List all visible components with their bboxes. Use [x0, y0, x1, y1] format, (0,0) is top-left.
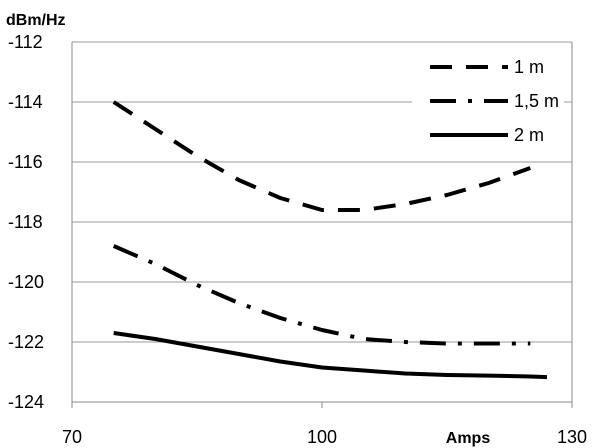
- series-line-1: [112, 244, 531, 346]
- x-tick-label: 100: [307, 427, 337, 447]
- axes: [71, 42, 573, 408]
- x-tick-labels: 70 100 130: [62, 427, 587, 447]
- series-line-2: [113, 331, 548, 380]
- y-tick-label: -112: [8, 32, 43, 52]
- y-tick-label: -114: [8, 92, 43, 112]
- y-tick-label: -122: [8, 332, 44, 352]
- y-tick-label: -124: [8, 392, 44, 412]
- y-tick-label: -118: [8, 212, 43, 232]
- x-tick-label: 70: [62, 427, 82, 447]
- legend-label: 1,5 m: [514, 91, 559, 111]
- legend-label: 2 m: [514, 125, 544, 145]
- series-line-0: [112, 100, 531, 212]
- legend: 1 m 1,5 m 2 m: [412, 50, 564, 154]
- y-tick-label: -116: [8, 152, 43, 172]
- y-tick-label: -120: [8, 272, 44, 292]
- x-tick-label: 130: [557, 427, 587, 447]
- y-axis-unit-label: dBm/Hz: [6, 12, 66, 29]
- series-lines: [112, 100, 548, 380]
- y-tick-labels: -112 -114 -116 -118 -120 -122 -124: [8, 32, 44, 412]
- legend-label: 1 m: [514, 57, 544, 77]
- x-axis-unit-label: Amps: [446, 430, 491, 447]
